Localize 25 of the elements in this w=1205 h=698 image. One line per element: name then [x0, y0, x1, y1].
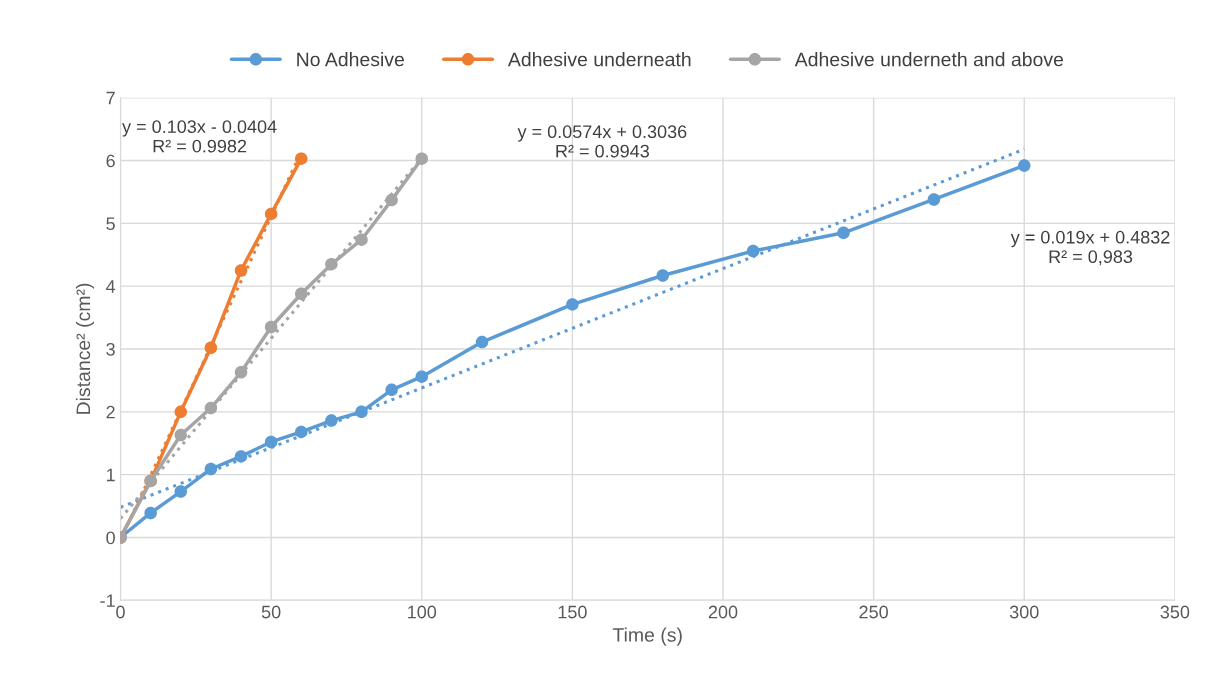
x-axis-title: Time (s) — [612, 627, 682, 646]
y-tick-label: 1 — [106, 468, 115, 482]
legend-label: No Adhesive — [297, 52, 404, 67]
legend-label: Adhesive underneath — [507, 52, 691, 67]
x-tick-label: 300 — [1009, 605, 1039, 619]
x-tick-label: 150 — [558, 605, 587, 619]
y-tick-label: 4 — [106, 280, 116, 293]
y-tick-label: 6 — [106, 154, 115, 168]
y-tick-label: 3 — [106, 342, 115, 356]
x-tick-label: 250 — [859, 605, 888, 619]
x-tick-label: 50 — [261, 605, 281, 619]
y-tick-label: 5 — [106, 217, 115, 231]
annotation: y = 0.019x + 0.4832 R² = 0,983 — [1010, 230, 1170, 266]
y-tick-label: -1 — [100, 594, 115, 607]
annotation: y = 0.103x - 0.0404 R² = 0.9982 — [122, 120, 277, 153]
legend-label: Adhesive underneth and above — [794, 52, 1064, 67]
y-tick-label: 7 — [106, 91, 115, 105]
x-tick-label: 100 — [408, 605, 437, 619]
x-tick-label: 0 — [116, 605, 125, 619]
y-tick-label: 0 — [106, 531, 115, 545]
annotation: y = 0.0574x + 0.3036 R² = 0.9943 — [517, 125, 687, 158]
y-axis-title: Distance² (cm²) — [75, 283, 95, 414]
x-tick-label: 200 — [708, 605, 738, 619]
x-tick-label: 350 — [1160, 605, 1190, 619]
y-tick-label: 2 — [106, 405, 115, 419]
